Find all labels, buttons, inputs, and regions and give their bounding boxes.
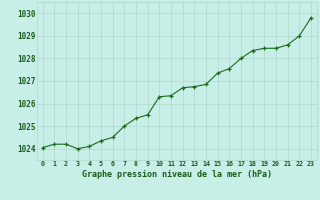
X-axis label: Graphe pression niveau de la mer (hPa): Graphe pression niveau de la mer (hPa)	[82, 170, 272, 179]
